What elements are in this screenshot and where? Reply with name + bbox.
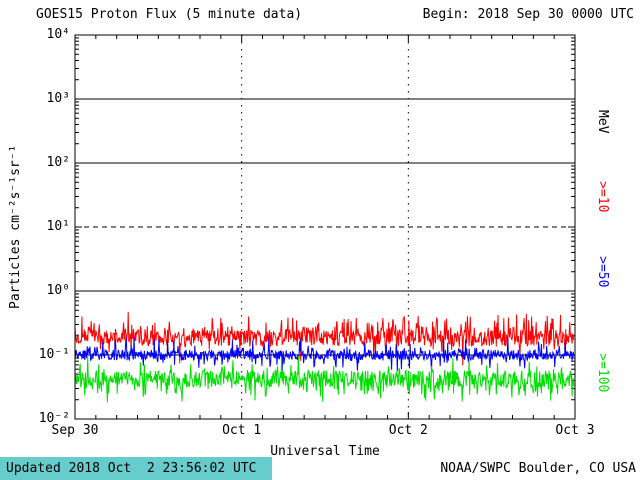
x-tick-label: Sep 30 — [51, 423, 99, 438]
series-label-ge100: >=100 — [594, 353, 610, 393]
x-tick-label: Oct 1 — [222, 423, 262, 438]
y-tick-label: 10⁰ — [46, 283, 70, 298]
x-axis-label: Universal Time — [270, 444, 380, 459]
unit-label-mev: MeV — [594, 110, 610, 134]
flux-trace-10mev — [74, 311, 575, 366]
y-tick-label: 10⁻¹ — [38, 347, 70, 362]
series-label-ge10: >=10 — [594, 181, 610, 213]
y-tick-label: 10² — [46, 155, 70, 170]
y-tick-label: 10⁻² — [38, 411, 70, 426]
series-label-ge50: >=50 — [594, 256, 610, 288]
flux-trace-100mev — [74, 355, 575, 403]
plot-frame — [74, 34, 576, 420]
x-tick-label: Oct 2 — [388, 423, 428, 438]
source-label: NOAA/SWPC Boulder, CO USA — [440, 461, 636, 476]
y-tick-label: 10⁴ — [46, 27, 70, 42]
updated-label: Updated 2018 Oct 2 23:56:02 UTC — [6, 461, 257, 476]
update-bar: Updated 2018 Oct 2 23:56:02 UTC — [0, 457, 272, 480]
chart-title: GOES15 Proton Flux (5 minute data) — [36, 7, 303, 22]
y-tick-label: 10¹ — [46, 219, 70, 234]
x-tick-label: Oct 3 — [555, 423, 595, 438]
begin-label: Begin: 2018 Sep 30 0000 UTC — [422, 7, 634, 22]
flux-trace-50mev — [74, 336, 575, 373]
y-tick-label: 10³ — [46, 91, 70, 106]
